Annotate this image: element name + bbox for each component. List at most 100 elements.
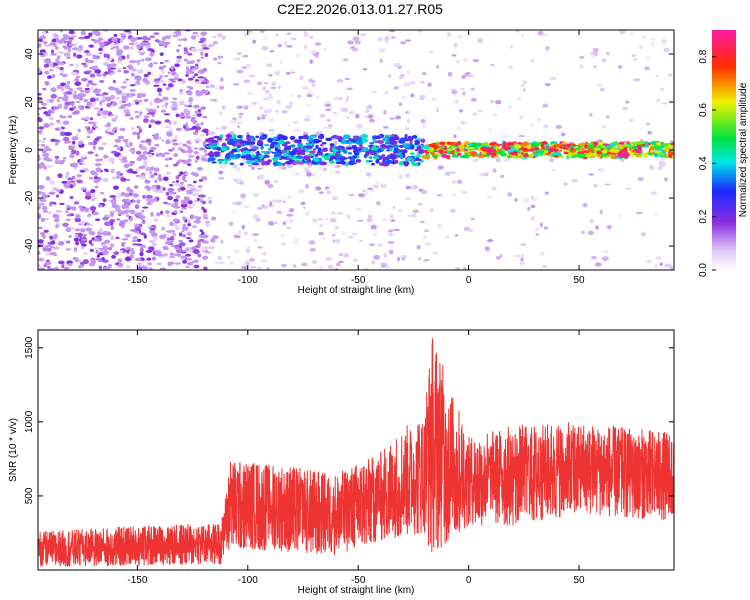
heatmap-cell bbox=[201, 43, 207, 48]
heatmap-cell bbox=[305, 172, 312, 177]
heatmap-cell bbox=[373, 232, 378, 237]
heatmap-cell bbox=[385, 159, 393, 164]
heatmap-cell bbox=[90, 188, 96, 194]
heatmap-cell bbox=[71, 162, 79, 167]
heatmap-cell bbox=[160, 210, 164, 215]
heatmap-cell bbox=[659, 262, 663, 266]
heatmap-cell bbox=[536, 149, 545, 154]
heatmap-cell bbox=[204, 53, 209, 58]
heatmap-cell bbox=[508, 65, 514, 70]
heatmap-cell bbox=[325, 108, 332, 111]
heatmap-cell bbox=[156, 212, 161, 217]
heatmap-cell bbox=[257, 266, 261, 270]
heatmap-cell bbox=[291, 144, 296, 148]
heatmap-cell bbox=[284, 141, 291, 145]
heatmap-cell bbox=[44, 81, 50, 86]
heatmap-cell bbox=[142, 194, 146, 199]
heatmap-cell bbox=[94, 238, 99, 242]
heatmap-cell bbox=[179, 115, 187, 118]
heatmap-cell bbox=[82, 234, 88, 237]
heatmap-cell bbox=[314, 42, 322, 46]
heatmap-cell bbox=[137, 37, 143, 40]
heatmap-cell bbox=[257, 167, 262, 170]
heatmap-cell bbox=[85, 116, 90, 121]
heatmap-cell bbox=[291, 161, 298, 166]
y-tick-label: 0 bbox=[24, 147, 35, 153]
heatmap-cell bbox=[355, 113, 360, 119]
heatmap-cell bbox=[215, 152, 220, 157]
heatmap-cell bbox=[80, 30, 86, 36]
heatmap-cell bbox=[184, 172, 189, 176]
heatmap-cell bbox=[401, 95, 407, 100]
heatmap-cell bbox=[107, 247, 113, 251]
heatmap-cell bbox=[153, 32, 160, 36]
heatmap-cell bbox=[137, 243, 143, 246]
heatmap-cell bbox=[143, 115, 150, 118]
heatmap-cell bbox=[241, 140, 249, 143]
heatmap-cell bbox=[479, 172, 486, 177]
heatmap-cell bbox=[169, 184, 174, 187]
heatmap-cell bbox=[42, 137, 47, 141]
heatmap-cell bbox=[317, 134, 325, 140]
heatmap-cell bbox=[172, 163, 179, 167]
heatmap-cell bbox=[247, 246, 251, 249]
heatmap-cell bbox=[660, 87, 664, 92]
heatmap-cell bbox=[177, 147, 183, 151]
heatmap-cell bbox=[595, 262, 602, 267]
heatmap-cell bbox=[540, 143, 545, 148]
heatmap-cell bbox=[135, 174, 141, 178]
heatmap-cell bbox=[310, 50, 318, 54]
heatmap-cell bbox=[92, 211, 99, 216]
heatmap-cell bbox=[211, 216, 217, 221]
heatmap-cell bbox=[216, 32, 223, 38]
heatmap-cell bbox=[644, 66, 650, 71]
heatmap-cell bbox=[135, 115, 140, 119]
heatmap-cell bbox=[38, 239, 44, 244]
heatmap-cell bbox=[380, 264, 386, 268]
heatmap-cell bbox=[592, 47, 599, 53]
heatmap-cell bbox=[135, 212, 143, 216]
heatmap-cell bbox=[63, 131, 71, 136]
heatmap-cell bbox=[408, 146, 412, 150]
heatmap-cell bbox=[175, 194, 181, 199]
heatmap-cell bbox=[492, 168, 497, 173]
heatmap-cell bbox=[513, 144, 522, 150]
heatmap-cell bbox=[38, 250, 41, 256]
heatmap-cell bbox=[137, 99, 143, 103]
heatmap-cell bbox=[568, 145, 576, 148]
heatmap-cell bbox=[144, 179, 151, 184]
heatmap-cell bbox=[398, 161, 404, 166]
heatmap-cell bbox=[463, 58, 468, 61]
heatmap-cell bbox=[115, 175, 120, 179]
heatmap-cell bbox=[153, 172, 158, 176]
heatmap-cell bbox=[420, 220, 425, 224]
heatmap-cell bbox=[186, 190, 192, 193]
heatmap-cell bbox=[101, 115, 109, 119]
heatmap-cell bbox=[175, 175, 180, 180]
spectrogram-cells bbox=[38, 30, 674, 270]
heatmap-cell bbox=[87, 59, 95, 64]
heatmap-cell bbox=[80, 187, 87, 191]
heatmap-cell bbox=[344, 77, 350, 80]
x-tick-label: -150 bbox=[127, 275, 147, 286]
heatmap-cell bbox=[74, 228, 81, 232]
heatmap-cell bbox=[633, 78, 641, 82]
heatmap-cell bbox=[127, 102, 132, 107]
heatmap-cell bbox=[351, 157, 356, 162]
heatmap-cell bbox=[102, 92, 109, 96]
heatmap-cell bbox=[147, 226, 155, 229]
heatmap-cell bbox=[103, 53, 108, 58]
heatmap-cell bbox=[158, 66, 164, 70]
heatmap-cell bbox=[114, 138, 122, 143]
heatmap-cell bbox=[204, 220, 211, 224]
heatmap-cell bbox=[72, 181, 76, 187]
heatmap-cell bbox=[98, 247, 104, 251]
heatmap-cell bbox=[363, 154, 367, 159]
heatmap-cell bbox=[579, 64, 584, 69]
heatmap-cell bbox=[38, 139, 42, 143]
heatmap-cell bbox=[124, 159, 128, 163]
heatmap-cell bbox=[79, 169, 86, 173]
heatmap-cell bbox=[285, 104, 293, 110]
heatmap-cell bbox=[118, 100, 123, 105]
